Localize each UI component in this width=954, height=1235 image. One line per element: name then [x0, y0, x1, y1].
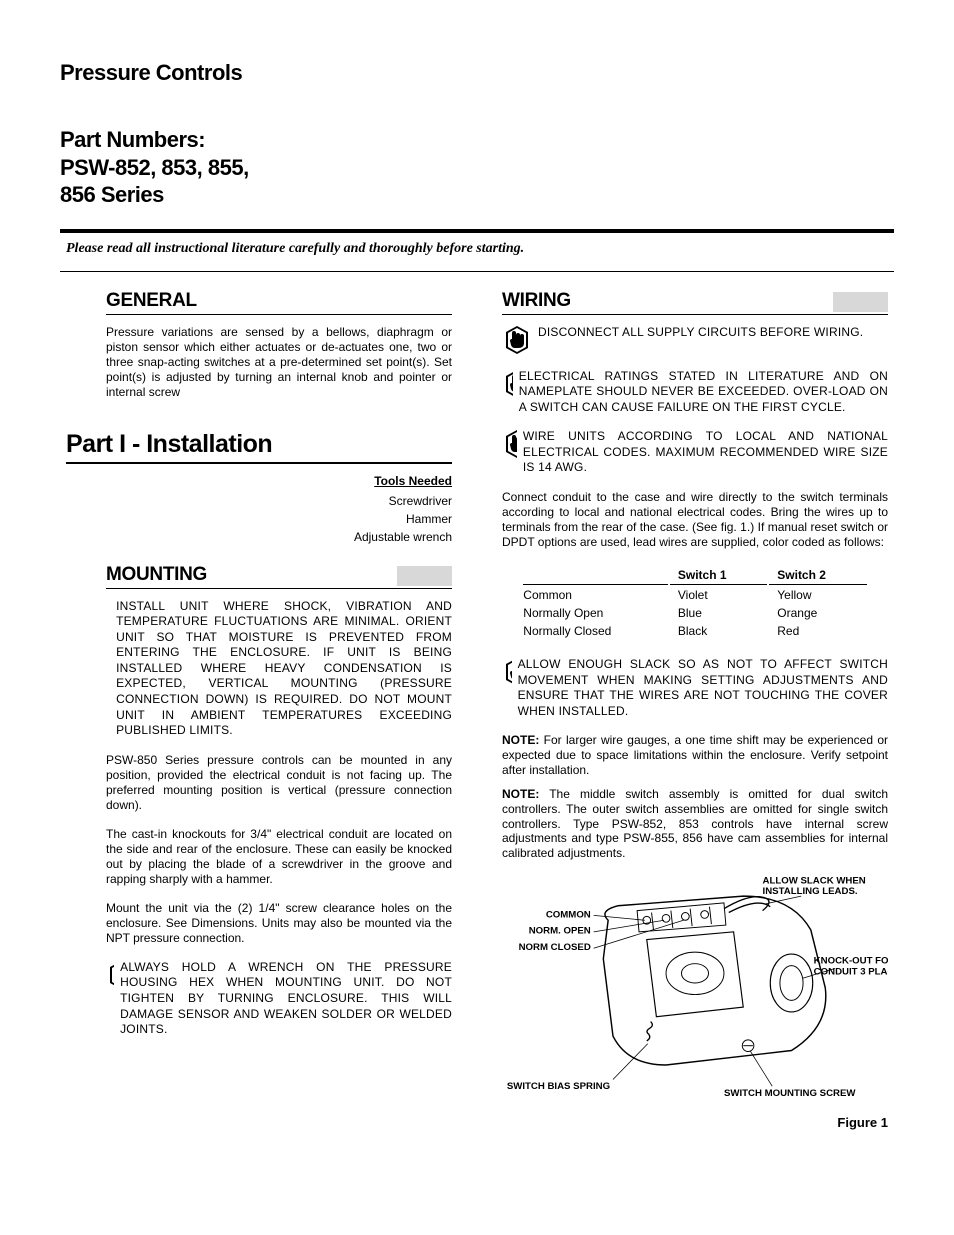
wiring-heading: WIRING [502, 290, 888, 315]
table-cell: Orange [769, 605, 866, 621]
table-cell: Blue [670, 605, 767, 621]
note-label: NOTE: [502, 787, 539, 801]
right-column: WIRING DISCONNECT ALL SUPPLY CIRCUITS BE… [502, 272, 888, 1131]
doc-title-1: Pressure Controls [60, 60, 894, 86]
tools-list: Screwdriver Hammer Adjustable wrench [106, 492, 452, 546]
wiring-warning-4: ALLOW ENOUGH SLACK SO AS NOT TO AFFECT S… [502, 657, 888, 719]
wiring-warning-1-text: DISCONNECT ALL SUPPLY CIRCUITS BEFORE WI… [538, 325, 863, 341]
table-row: Normally Open Blue Orange [523, 605, 866, 621]
fig-label-mount-screw: SWITCH MOUNTING SCREW [724, 1088, 856, 1099]
table-row: Common Violet Yellow [523, 587, 866, 603]
wiring-warning-2-text: ELECTRICAL RATINGS STATED IN LITERATURE … [519, 369, 888, 416]
preamble: Please read all instructional literature… [60, 233, 894, 271]
wiring-warning-4-text: ALLOW ENOUGH SLACK SO AS NOT TO AFFECT S… [518, 657, 888, 719]
title2-line3: 856 Series [60, 181, 894, 209]
installation-heading: Part I - Installation [66, 430, 452, 464]
tool-item: Screwdriver [106, 492, 452, 510]
table-cell: Normally Open [523, 605, 668, 621]
mounting-p3: Mount the unit via the (2) 1/4" screw cl… [106, 901, 452, 946]
table-cell: Yellow [769, 587, 866, 603]
general-heading: GENERAL [106, 290, 452, 315]
table-cell: Common [523, 587, 668, 603]
wiring-p1: Connect conduit to the case and wire dir… [502, 490, 888, 550]
table-header-row: Switch 1 Switch 2 [523, 566, 866, 585]
mounting-warning-2-text: ALWAYS HOLD A WRENCH ON THE PRESSURE HOU… [120, 960, 452, 1038]
table-cell: Red [769, 623, 866, 639]
table-header [523, 566, 668, 585]
figure-1: COMMON NORM. OPEN NORM CLOSED ALLOW SLAC… [502, 872, 888, 1130]
wiring-heading-text: WIRING [502, 290, 571, 312]
left-column: GENERAL Pressure variations are sensed b… [66, 272, 452, 1131]
fig-label-knockout: KNOCK-OUT FOR CONDUIT 3 PLACES [814, 956, 888, 978]
figure-caption: Figure 1 [502, 1115, 888, 1130]
title2-line2: PSW-852, 853, 855, [60, 154, 894, 182]
caution-hand-icon [502, 657, 512, 687]
table-cell: Black [670, 623, 767, 639]
mounting-heading-text: MOUNTING [106, 564, 207, 586]
mounting-heading: MOUNTING [106, 564, 452, 589]
tool-item: Hammer [106, 510, 452, 528]
fig-label-norm-open: NORM. OPEN [529, 926, 591, 937]
wire-color-table: Switch 1 Switch 2 Common Violet Yellow N… [521, 564, 868, 641]
doc-title-2: Part Numbers: PSW-852, 853, 855, 856 Ser… [60, 126, 894, 209]
wiring-note-1: NOTE: For larger wire gauges, a one time… [502, 733, 888, 777]
wiring-warning-3-text: WIRE UNITS ACCORDING TO LOCAL AND NATION… [523, 429, 888, 476]
wiring-warning-2: ELECTRICAL RATINGS STATED IN LITERATURE … [502, 369, 888, 416]
table-header: Switch 1 [670, 566, 767, 585]
wiring-warning-1: DISCONNECT ALL SUPPLY CIRCUITS BEFORE WI… [502, 325, 888, 355]
tools-heading: Tools Needed [106, 474, 452, 488]
table-cell: Normally Closed [523, 623, 668, 639]
note-text: For larger wire gauges, a one time shift… [502, 733, 888, 776]
mounting-warning-2: ALWAYS HOLD A WRENCH ON THE PRESSURE HOU… [106, 960, 452, 1038]
fig-label-spring: SWITCH BIAS SPRING [507, 1082, 610, 1093]
caution-hand-icon [502, 429, 517, 459]
general-body: Pressure variations are sensed by a bell… [106, 325, 452, 400]
wiring-diagram-svg: COMMON NORM. OPEN NORM CLOSED ALLOW SLAC… [502, 872, 888, 1104]
caution-hand-icon [106, 960, 114, 990]
caution-hand-icon [106, 599, 110, 629]
tool-item: Adjustable wrench [106, 528, 452, 546]
table-cell: Violet [670, 587, 767, 603]
note-text: The middle switch assembly is omitted fo… [502, 787, 888, 860]
mounting-p2: The cast-in knockouts for 3/4" electrica… [106, 827, 452, 887]
caution-hand-icon [502, 369, 513, 399]
fig-label-common: COMMON [546, 910, 591, 921]
table-row: Normally Closed Black Red [523, 623, 866, 639]
mounting-warning-1-text: INSTALL UNIT WHERE SHOCK, VIBRATION AND … [116, 599, 452, 739]
wiring-note-2: NOTE: The middle switch assembly is omit… [502, 787, 888, 860]
fig-label-norm-closed: NORM CLOSED [519, 943, 591, 954]
table-header: Switch 2 [769, 566, 866, 585]
mounting-warning-1: INSTALL UNIT WHERE SHOCK, VIBRATION AND … [106, 599, 452, 739]
wiring-warning-3: WIRE UNITS ACCORDING TO LOCAL AND NATION… [502, 429, 888, 476]
fig-label-slack: ALLOW SLACK WHEN INSTALLING LEADS. [763, 876, 869, 898]
mounting-p1: PSW-850 Series pressure controls can be … [106, 753, 452, 813]
title2-line1: Part Numbers: [60, 126, 894, 154]
note-label: NOTE: [502, 733, 539, 747]
caution-hand-icon [502, 325, 532, 355]
